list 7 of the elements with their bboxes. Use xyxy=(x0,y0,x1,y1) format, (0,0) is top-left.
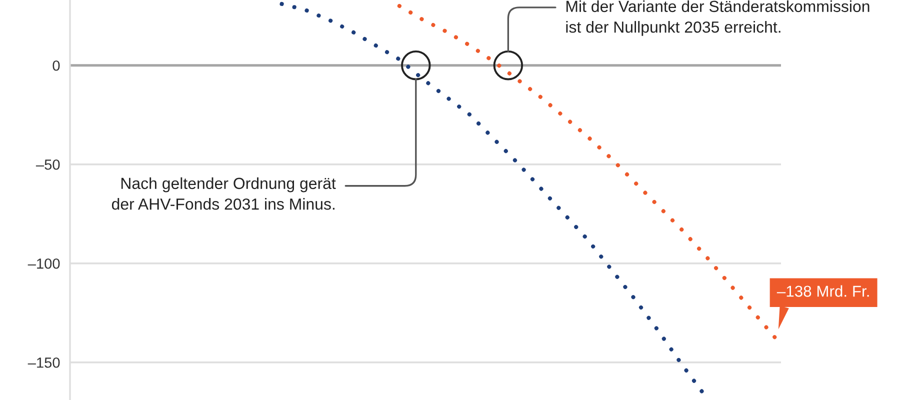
y-tick-label: –50 xyxy=(36,159,60,170)
y-tick-label: –100 xyxy=(28,258,60,269)
y-tick-label: 0 xyxy=(52,60,60,71)
annotation: Mit der Variante der Ständeratskommission ist der Nullpunkt 2035 erreicht. xyxy=(566,0,870,36)
y-tick-label: –150 xyxy=(28,357,60,368)
annotation: Nach geltender Ordnung gerät der AHV-Fonds 2031 ins Minus. xyxy=(112,177,336,210)
data-label: –138 Mrd. Fr. xyxy=(776,285,869,297)
